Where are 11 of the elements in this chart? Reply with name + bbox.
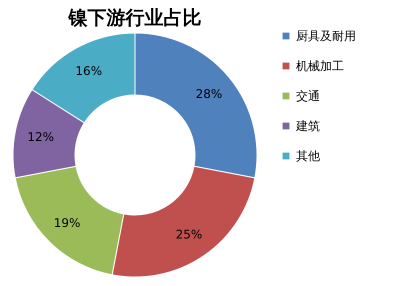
data-label: 25% [176,227,202,242]
legend-label: 交通 [296,89,320,103]
legend-label: 厨具及耐用 [296,29,356,43]
data-label: 16% [75,64,102,78]
data-label: 12% [27,130,54,144]
legend-label: 其他 [296,149,320,163]
legend-label: 建筑 [295,119,320,133]
data-label: 28% [196,86,222,101]
legend-label: 机械加工 [296,59,344,73]
data-label: 19% [54,216,80,230]
chart-title: 镍下游行业占比 [68,7,202,29]
